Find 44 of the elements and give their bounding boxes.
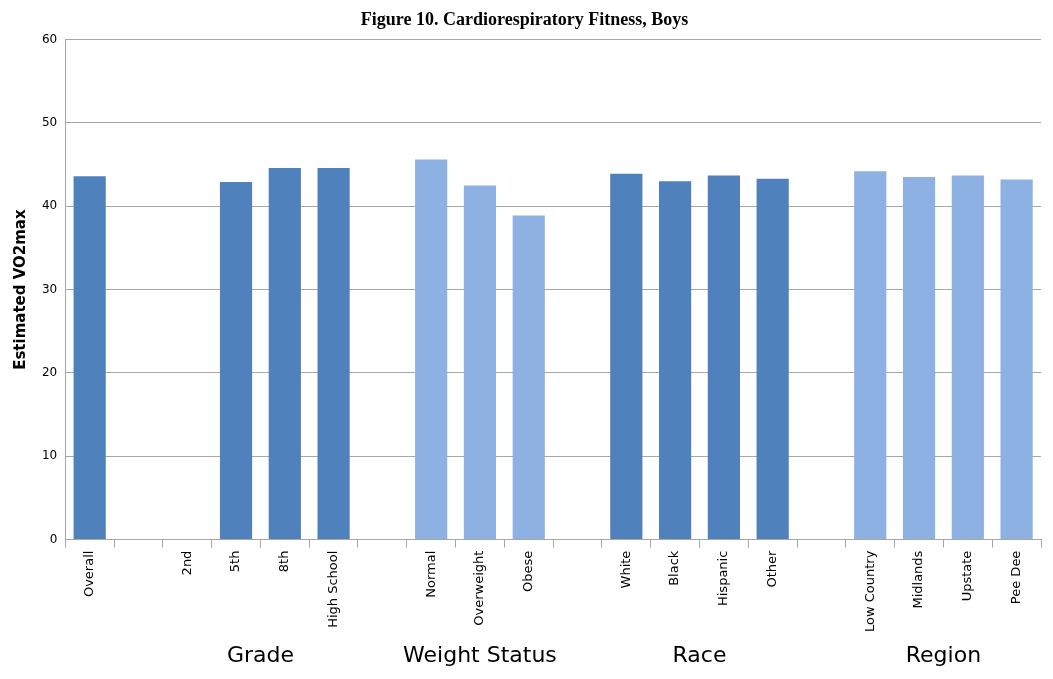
bar — [902, 177, 936, 540]
bar — [73, 176, 106, 540]
x-tick-label: Hispanic — [715, 550, 731, 607]
x-tick-label: Pee Dee — [1007, 550, 1023, 605]
bar — [268, 167, 301, 540]
x-tick-label: Low Country — [861, 550, 877, 633]
x-tick-label: Obese — [520, 550, 536, 592]
y-tick-label: 60 — [41, 31, 58, 46]
bar — [219, 182, 253, 540]
chart-title: Figure 10. Cardiorespiratory Fitness, Boys — [360, 9, 689, 30]
x-tick-label: Upstate — [959, 550, 975, 602]
y-tick-label: 50 — [41, 115, 58, 130]
y-tick-label: 0 — [49, 531, 58, 546]
text: Region — [905, 641, 982, 667]
bar — [415, 159, 448, 540]
bar — [463, 185, 497, 540]
bar — [951, 175, 984, 540]
x-tick-label: 8th — [276, 550, 292, 573]
bar — [610, 173, 643, 540]
x-tick-label: High School — [324, 550, 340, 628]
x-tick-label: Midlands — [910, 550, 926, 609]
bar — [512, 215, 545, 540]
x-tick-label: Overweight — [471, 550, 487, 626]
x-tick-label: Overall — [81, 550, 97, 598]
bar — [317, 167, 350, 540]
bar — [1000, 179, 1033, 540]
y-tick-label: 40 — [41, 198, 58, 213]
x-tick-label: 2nd — [178, 550, 194, 576]
x-tick-label: Other — [764, 549, 780, 588]
x-tick-label: Normal — [422, 550, 438, 598]
y-tick-label: 20 — [41, 365, 58, 380]
bar — [659, 181, 692, 540]
y-tick-label: 30 — [41, 281, 58, 296]
bar — [707, 175, 740, 540]
text: Race — [672, 641, 727, 667]
text: Grade — [226, 641, 294, 667]
x-tick-label: White — [617, 550, 633, 589]
text: Weight Status — [403, 641, 557, 667]
x-tick-label: Black — [666, 550, 682, 586]
bar — [854, 171, 887, 540]
y-axis-title: Estimated VO2max — [10, 209, 29, 370]
y-tick-label: 10 — [41, 448, 58, 463]
bar — [756, 178, 789, 540]
x-tick-label: 5th — [227, 550, 243, 573]
